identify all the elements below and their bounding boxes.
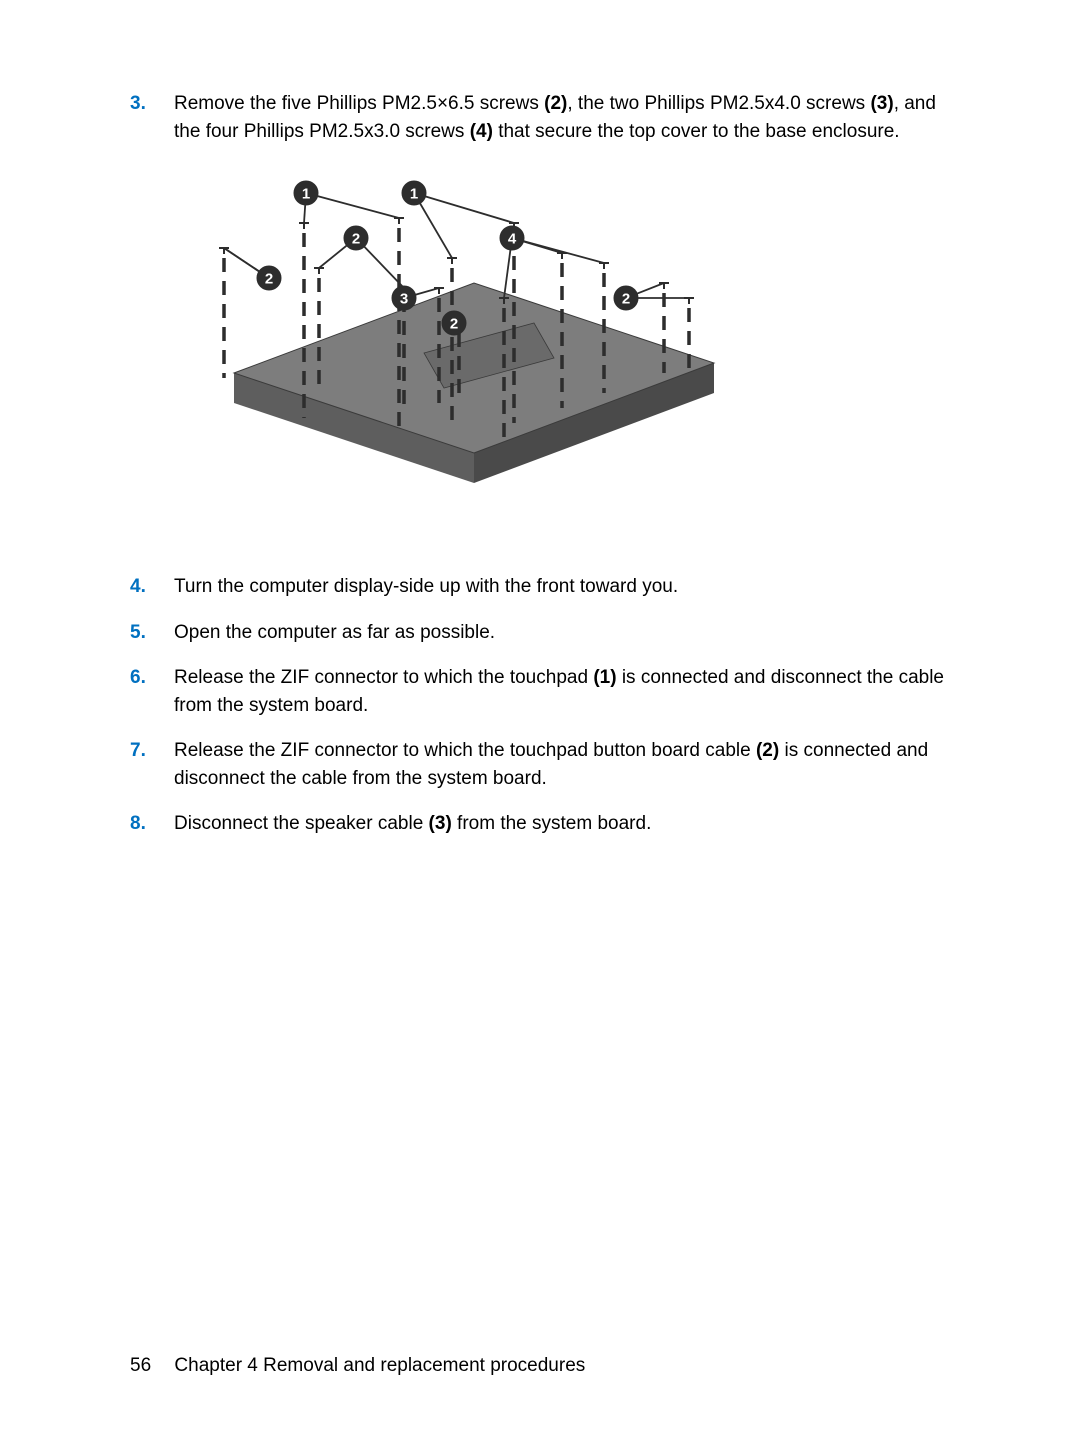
step-6: 6. Release the ZIF connector to which th… <box>130 664 950 719</box>
step-text: Turn the computer display-side up with t… <box>174 573 950 601</box>
chapter-title: Chapter 4 Removal and replacement proced… <box>174 1355 585 1376</box>
svg-text:2: 2 <box>265 271 273 288</box>
svg-text:2: 2 <box>622 291 630 308</box>
step-5: 5. Open the computer as far as possible. <box>130 619 950 647</box>
step-7: 7. Release the ZIF connector to which th… <box>130 737 950 792</box>
svg-text:1: 1 <box>302 186 310 203</box>
step-4: 4. Turn the computer display-side up wit… <box>130 573 950 601</box>
step-text: Open the computer as far as possible. <box>174 619 950 647</box>
document-page: 3. Remove the five Phillips PM2.5×6.5 sc… <box>0 0 1080 1437</box>
svg-text:4: 4 <box>508 231 517 248</box>
step-text: Release the ZIF connector to which the t… <box>174 664 950 719</box>
step-number: 7. <box>130 737 174 792</box>
step-number: 5. <box>130 619 174 647</box>
screw-diagram: 1 1 2 2 2 2 3 4 <box>174 163 950 548</box>
step-text: Disconnect the speaker cable (3) from th… <box>174 810 950 838</box>
svg-text:3: 3 <box>400 291 408 308</box>
step-number: 4. <box>130 573 174 601</box>
svg-text:2: 2 <box>352 231 360 248</box>
step-text: Remove the five Phillips PM2.5×6.5 screw… <box>174 90 950 145</box>
svg-text:2: 2 <box>450 316 458 333</box>
page-footer: 56 Chapter 4 Removal and replacement pro… <box>130 1355 585 1377</box>
step-number: 3. <box>130 90 174 145</box>
step-8: 8. Disconnect the speaker cable (3) from… <box>130 810 950 838</box>
step-number: 8. <box>130 810 174 838</box>
page-number: 56 <box>130 1355 151 1376</box>
laptop-base-illustration: 1 1 2 2 2 2 3 4 <box>174 163 734 543</box>
step-text: Release the ZIF connector to which the t… <box>174 737 950 792</box>
step-number: 6. <box>130 664 174 719</box>
step-3: 3. Remove the five Phillips PM2.5×6.5 sc… <box>130 90 950 145</box>
svg-text:1: 1 <box>410 186 418 203</box>
